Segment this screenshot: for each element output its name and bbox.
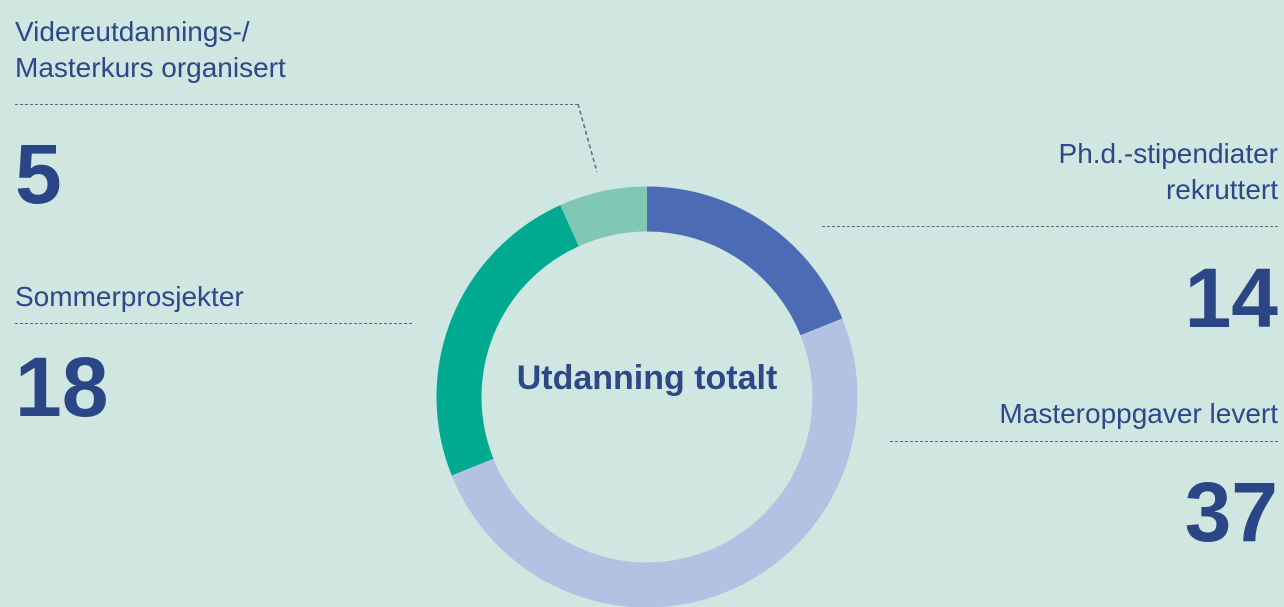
divider — [15, 104, 578, 105]
category-label: Videreutdannings-/ Masterkurs organisert — [15, 16, 286, 83]
value-label: 5 — [15, 127, 62, 221]
leader-line — [577, 103, 598, 173]
divider — [822, 226, 1278, 227]
donut-segment — [451, 318, 858, 607]
category-label: Ph.d.-stipendiater rekruttert — [1058, 138, 1278, 205]
value-label: 37 — [1184, 465, 1278, 559]
category-label: Masteroppgaver levert — [999, 398, 1278, 429]
chart-title: Utdanning totalt — [516, 359, 778, 397]
value-label: 14 — [1184, 251, 1278, 345]
donut-segment — [436, 205, 580, 476]
category-label: Sommerprosjekter — [15, 281, 244, 312]
value-label: 18 — [15, 340, 109, 434]
donut-segment — [646, 186, 843, 336]
donut-segment — [560, 186, 648, 247]
divider — [15, 323, 412, 324]
divider — [890, 441, 1278, 442]
